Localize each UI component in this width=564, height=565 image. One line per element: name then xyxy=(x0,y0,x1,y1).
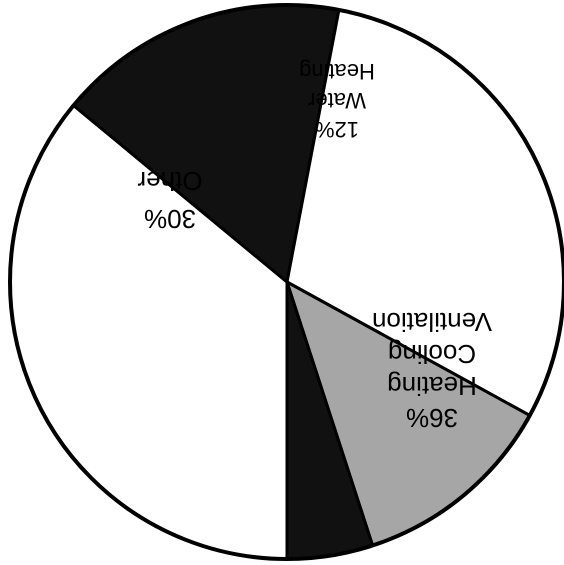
percent-label-heating-cooling-ventilation: 36% xyxy=(406,403,458,433)
category-line-heating: Heating xyxy=(387,371,477,401)
slice-label-heating-cooling-ventilation: 36% Heating Cooling Ventilation xyxy=(372,307,492,433)
percent-label-lighting: 17% xyxy=(140,447,224,494)
slice-label-lighting: 17% Lighting xyxy=(108,391,255,494)
category-line-water: Water xyxy=(308,88,366,113)
slice-label-other: Other 30% xyxy=(137,166,202,234)
percent-label-other: 30% xyxy=(144,204,196,234)
category-line-ventilation: Ventilation xyxy=(372,307,492,337)
category-line-water-heating: Heating xyxy=(299,59,375,84)
pie-outline xyxy=(8,3,564,561)
category-line-cooling: Cooling xyxy=(388,339,476,369)
slice-label-water-heating: 12% Water Heating xyxy=(299,59,375,142)
category-line-lighting: Lighting xyxy=(108,391,255,438)
percent-label-water-heating: 12% xyxy=(315,117,359,142)
category-line-other: Other xyxy=(137,166,202,196)
